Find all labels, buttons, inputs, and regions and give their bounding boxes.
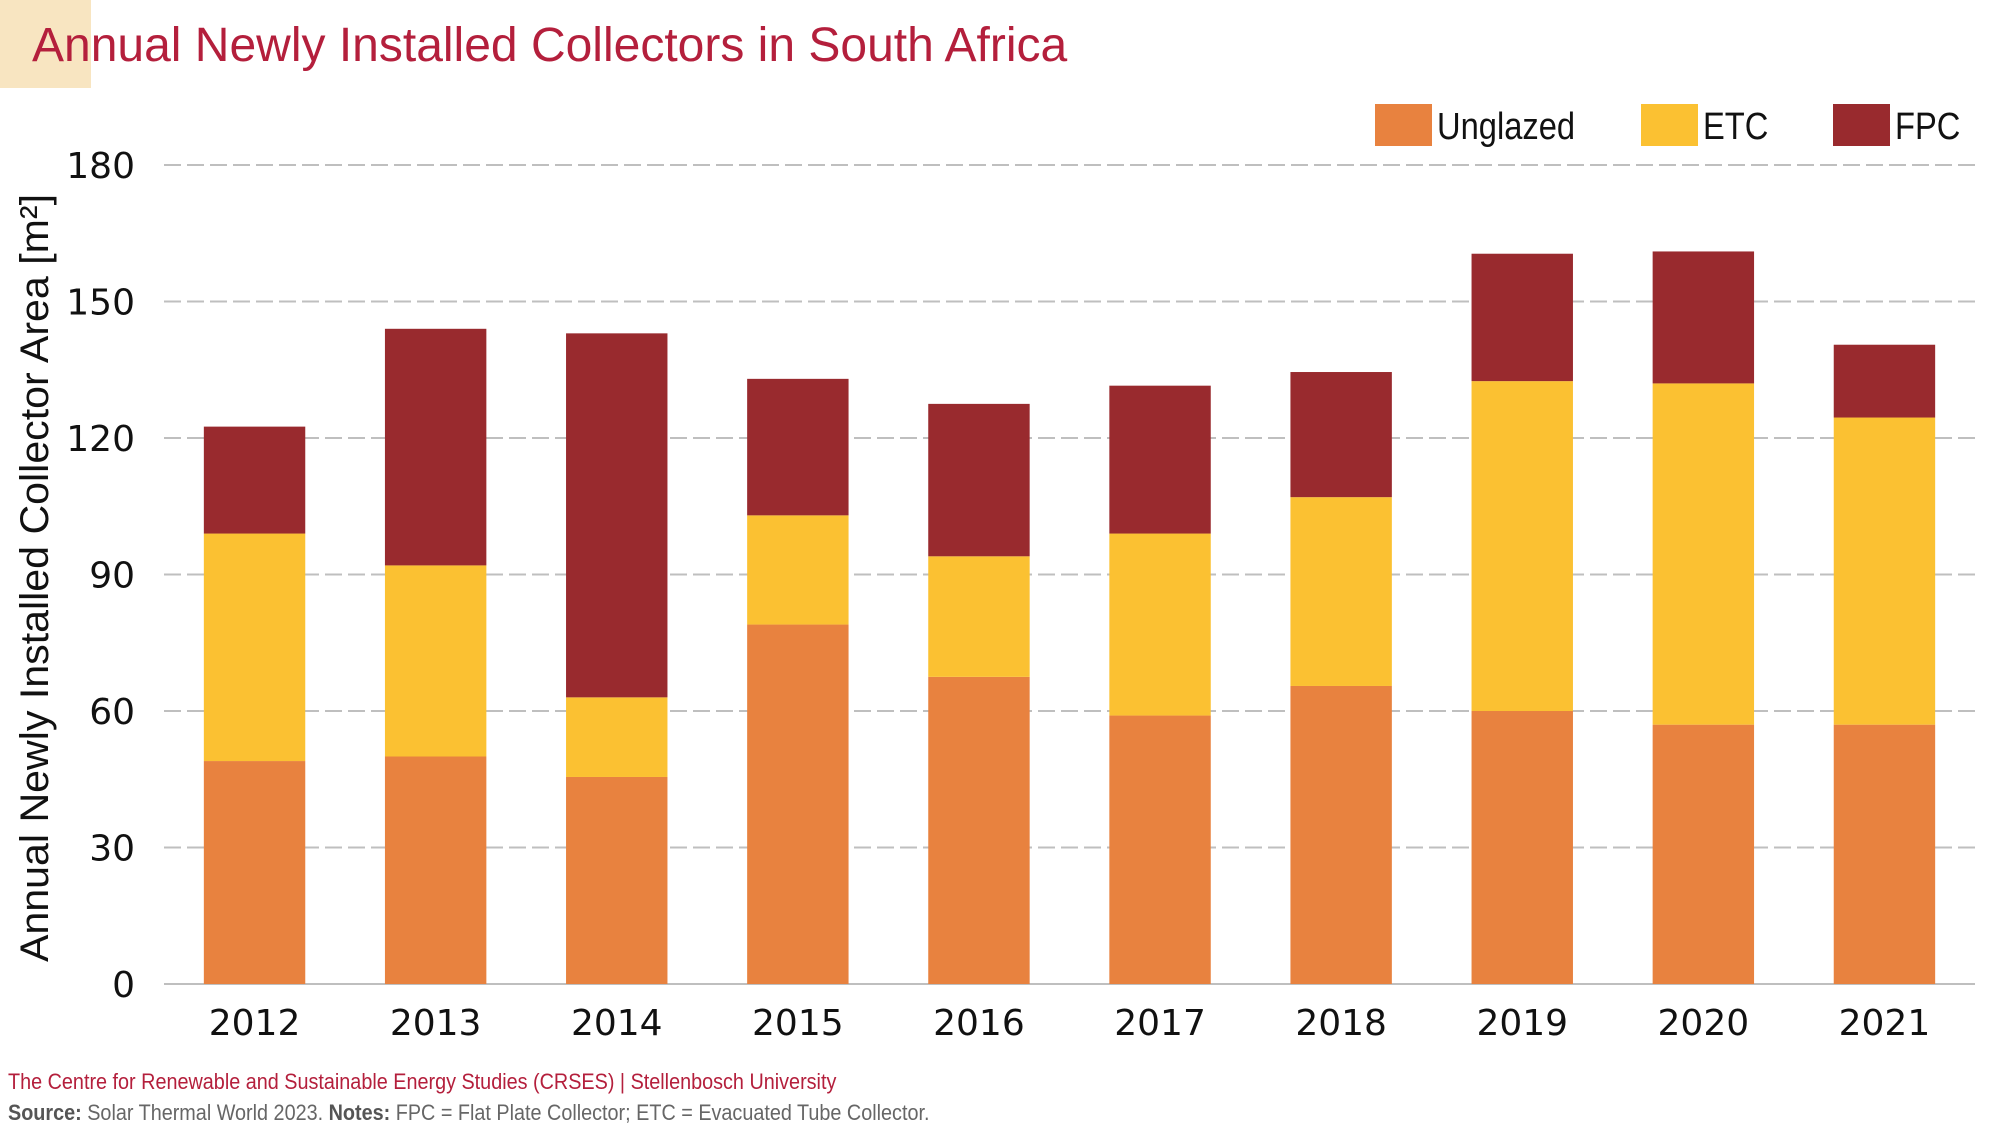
bar-fpc-2018 [1290, 372, 1392, 498]
bar-unglazed-2015 [747, 624, 849, 984]
x-tick-label: 2016 [933, 1003, 1025, 1044]
notes-text: FPC = Flat Plate Collector; ETC = Evacua… [390, 1100, 930, 1125]
bar-etc-2012 [203, 533, 306, 762]
y-tick-label: 90 [89, 556, 135, 597]
bar-unglazed-2019 [1471, 711, 1573, 984]
source-text: Solar Thermal World 2023. [81, 1100, 329, 1125]
bar-stack-2019 [1471, 253, 1573, 984]
legend-label: Unglazed [1437, 106, 1576, 148]
y-tick-label: 0 [112, 965, 135, 1006]
bar-stack-2021 [1833, 344, 1936, 984]
x-tick-label: 2012 [209, 1003, 301, 1044]
legend-swatch-etc [1641, 104, 1698, 146]
x-tick-label: 2018 [1295, 1003, 1387, 1044]
bar-unglazed-2017 [1109, 715, 1211, 984]
bar-stack-2015 [747, 378, 849, 984]
y-tick-labels: 0 30 60 90 120 150 180 [66, 146, 135, 1006]
bar-unglazed-2018 [1290, 685, 1392, 984]
legend-label: FPC [1895, 106, 1961, 148]
y-tick-label: 150 [66, 283, 135, 324]
bar-unglazed-2012 [203, 761, 306, 984]
bar-stack-2016 [928, 403, 1030, 984]
bar-fpc-2012 [203, 426, 306, 534]
bar-unglazed-2020 [1652, 724, 1755, 984]
bar-etc-2020 [1652, 383, 1755, 725]
x-tick-label: 2015 [752, 1003, 844, 1044]
footer-credit: The Centre for Renewable and Sustainable… [8, 1069, 837, 1094]
x-tick-label: 2017 [1114, 1003, 1206, 1044]
source-label: Source: [8, 1100, 82, 1125]
bar-fpc-2020 [1652, 251, 1755, 384]
legend-label: ETC [1703, 106, 1769, 148]
footer-source: Source: Solar Thermal World 2023. Notes:… [8, 1100, 929, 1126]
x-tick-label: 2020 [1658, 1003, 1750, 1044]
bar-fpc-2016 [928, 403, 1030, 557]
bar-stack-2013 [384, 328, 487, 984]
bar-unglazed-2013 [384, 756, 487, 984]
bar-unglazed-2021 [1833, 724, 1936, 984]
x-tick-label: 2014 [571, 1003, 663, 1044]
bar-stack-2012 [203, 426, 306, 984]
x-tick-labels: 2012 2013 2014 2015 2016 2017 2018 2019 2020 2021 [209, 1003, 1931, 1044]
bar-fpc-2015 [747, 378, 849, 516]
legend-swatch-fpc [1833, 104, 1890, 146]
bar-etc-2019 [1471, 381, 1573, 711]
title-accent-block [0, 0, 91, 88]
bar-fpc-2014 [566, 333, 668, 698]
bar-stack-2017 [1109, 385, 1211, 984]
bar-fpc-2019 [1471, 253, 1573, 382]
legend-swatch-unglazed [1375, 104, 1432, 146]
bar-etc-2014 [566, 697, 668, 777]
bar-etc-2013 [384, 565, 487, 757]
bar-etc-2021 [1833, 417, 1936, 725]
y-tick-label: 180 [66, 146, 135, 187]
x-tick-label: 2021 [1839, 1003, 1931, 1044]
bar-unglazed-2014 [566, 776, 668, 984]
x-tick-label: 2013 [390, 1003, 482, 1044]
bar-etc-2016 [928, 556, 1030, 677]
chart-title: Annual Newly Installed Collectors in Sou… [32, 19, 1068, 72]
y-axis-label: Annual Newly Installed Collector Area [m… [13, 194, 57, 962]
y-tick-label: 30 [89, 829, 135, 870]
bar-stack-2020 [1652, 251, 1755, 984]
bars [203, 251, 1936, 984]
bar-unglazed-2016 [928, 676, 1030, 984]
bar-etc-2017 [1109, 533, 1211, 716]
bar-fpc-2021 [1833, 344, 1936, 418]
x-tick-label: 2019 [1476, 1003, 1568, 1044]
notes-label: Notes: [328, 1100, 391, 1125]
y-tick-label: 120 [66, 419, 135, 460]
bar-stack-2014 [566, 333, 668, 984]
bar-etc-2015 [747, 515, 849, 625]
bar-fpc-2013 [384, 328, 487, 566]
y-tick-label: 60 [89, 692, 135, 733]
bar-stack-2018 [1290, 372, 1392, 984]
bar-etc-2018 [1290, 497, 1392, 686]
bar-fpc-2017 [1109, 385, 1211, 534]
